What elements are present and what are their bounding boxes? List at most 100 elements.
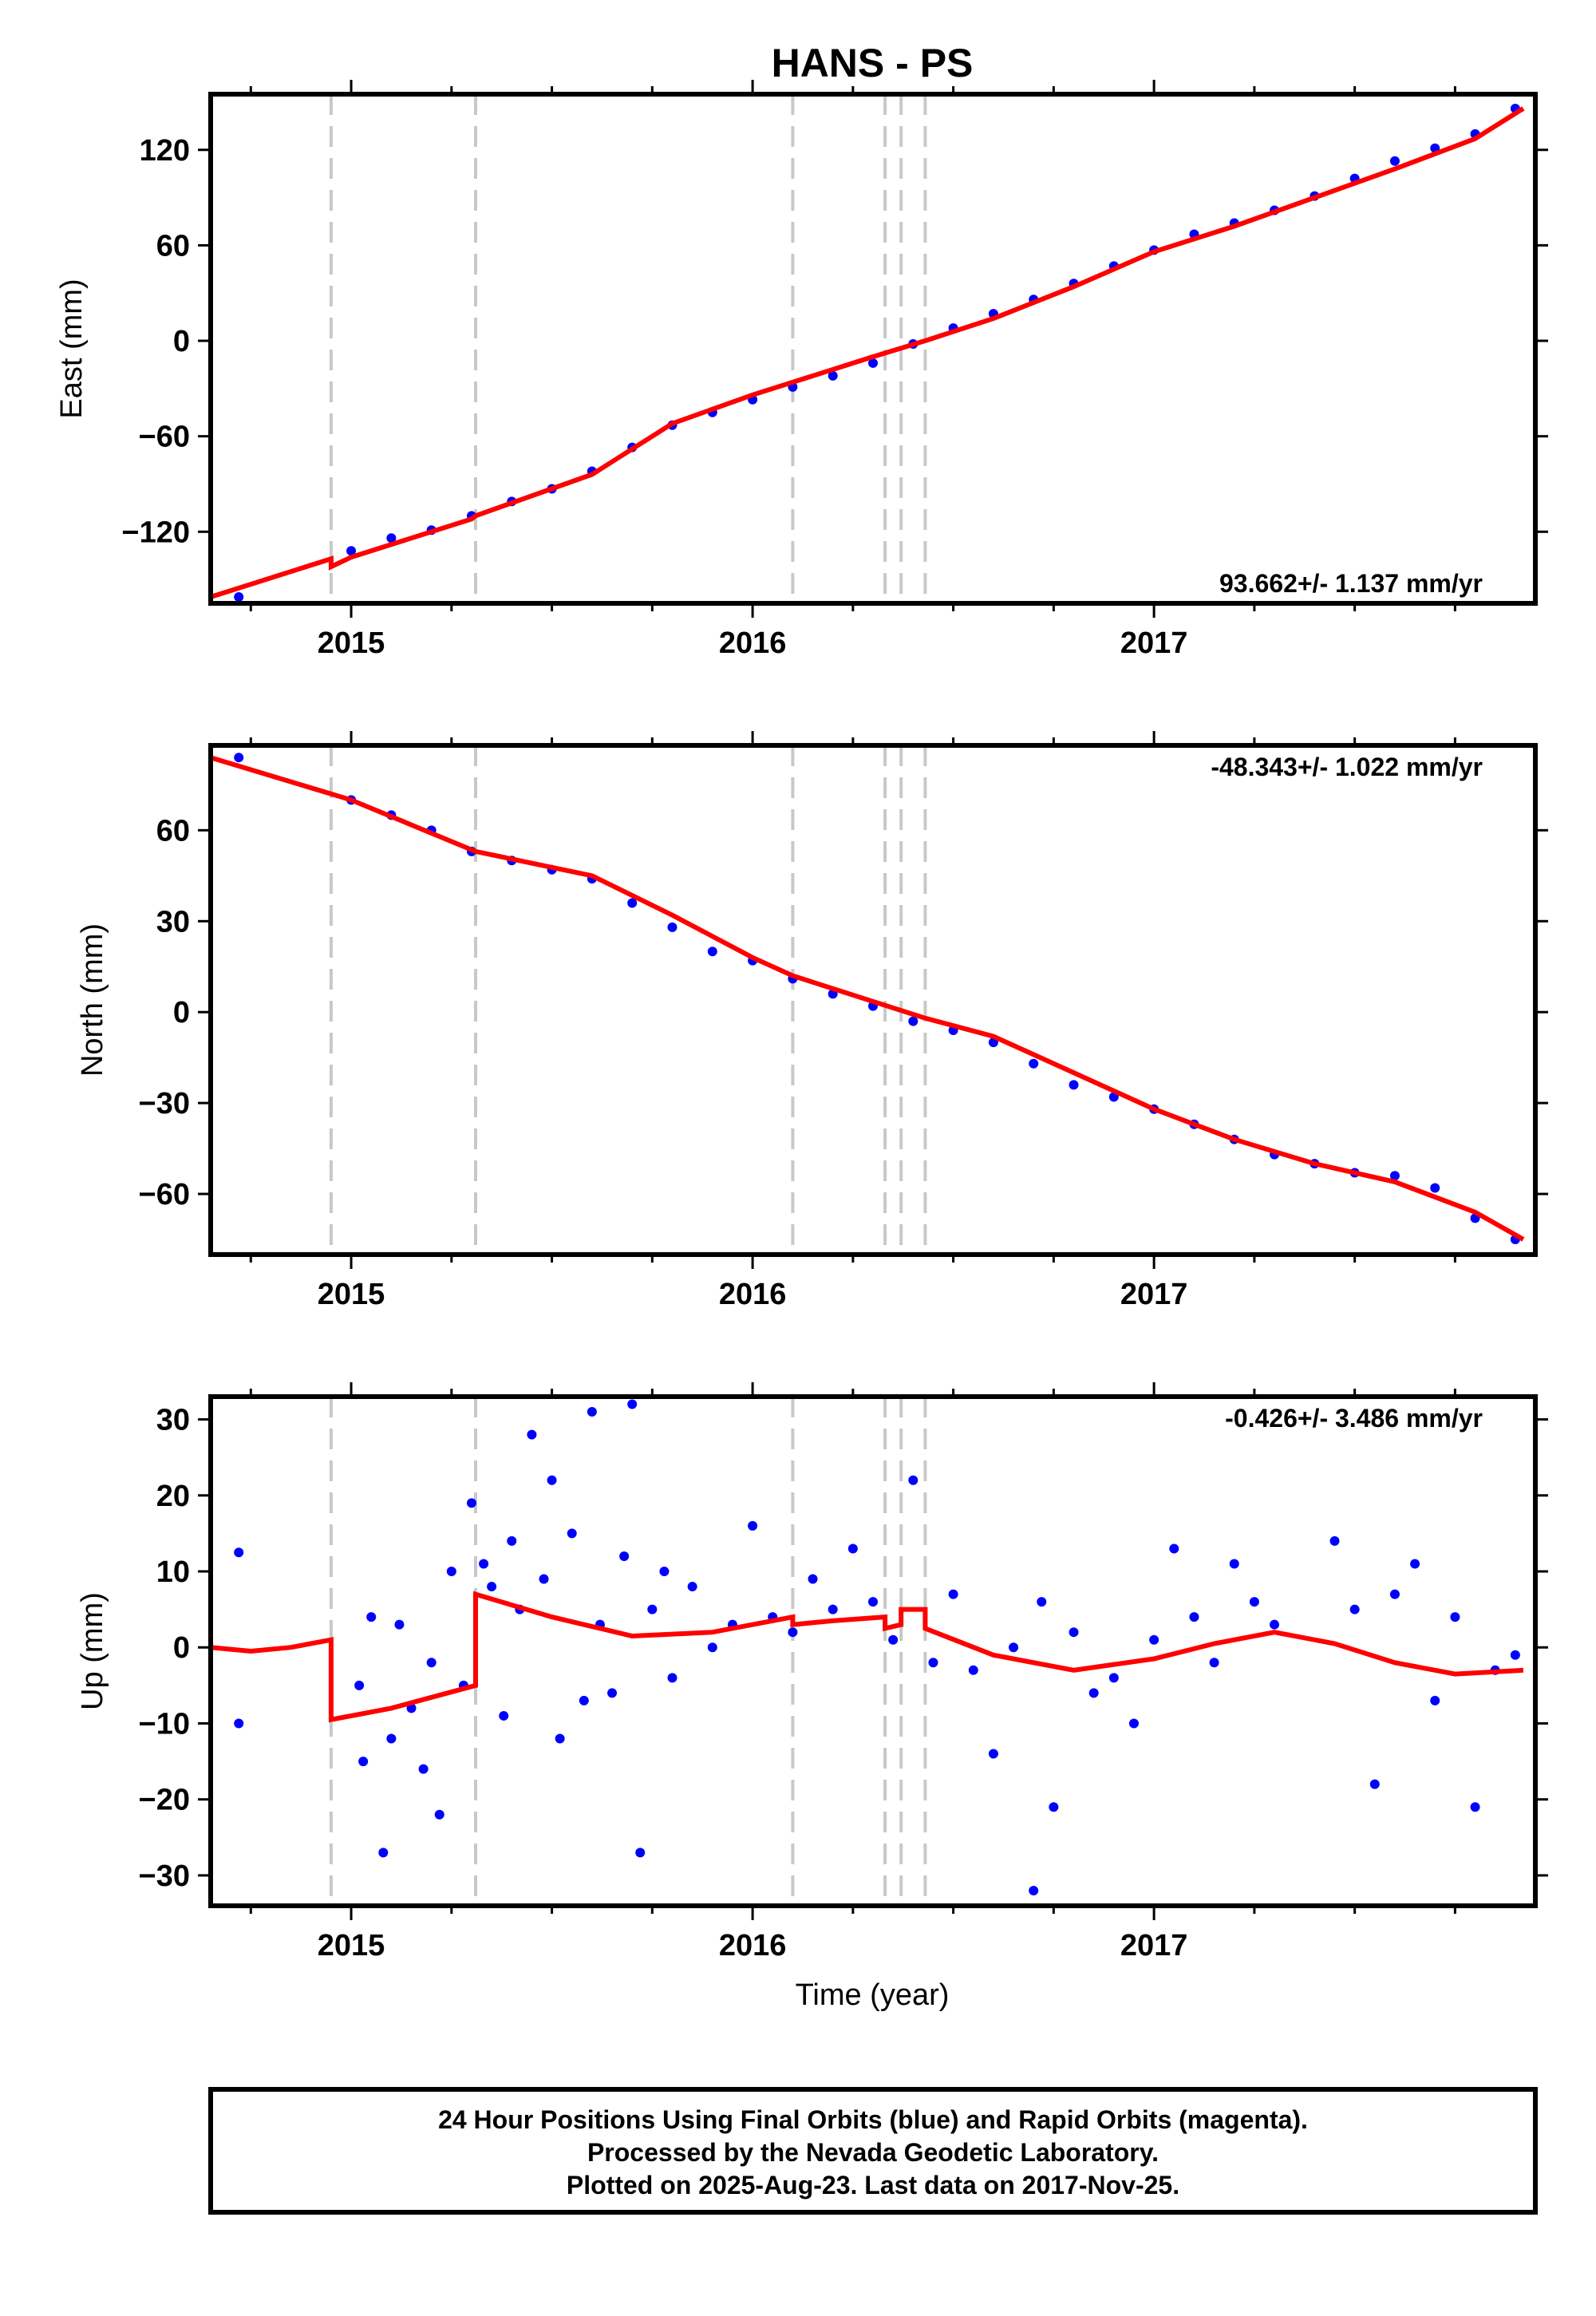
y-axis-label: Up (mm) [76,1592,109,1710]
y-tick-label: −10 [139,1707,190,1741]
data-point [647,1604,658,1614]
y-axis-label: East (mm) [55,279,89,418]
data-point [1329,1535,1340,1546]
footer-frame [208,2087,1538,2215]
data-point [1189,1612,1199,1622]
data-point [358,1757,369,1767]
data-point [547,1475,557,1485]
model-line [211,106,1525,599]
x-tick-label: 2016 [719,626,787,660]
data-point [446,1567,456,1577]
data-point [434,1809,444,1820]
data-point [1029,1058,1039,1069]
velocity-label: 93.662+/- 1.137 mm/yr [1219,569,1483,598]
data-point [394,1619,405,1630]
data-point [1169,1543,1179,1554]
data-point [1029,1885,1039,1895]
data-point [828,370,838,381]
data-points [234,103,1520,603]
data-point [579,1695,589,1705]
data-point [1270,1619,1280,1630]
data-point [479,1559,489,1569]
panel-frame [208,1394,1538,1908]
data-point [1108,1673,1119,1683]
data-point [667,922,678,932]
data-point [619,1551,630,1561]
x-tick-label: 2016 [719,1929,787,1962]
data-point [426,1658,437,1668]
x-tick-label: 2015 [318,1929,385,1962]
y-tick-label: −20 [139,1784,190,1817]
data-point [234,1718,244,1729]
data-point [868,1597,878,1607]
data-point [659,1567,670,1577]
data-point [968,1665,978,1675]
data-point [1209,1658,1219,1668]
data-point [707,1642,717,1653]
data-point [567,1528,577,1539]
data-point [627,898,638,908]
up-panel: −30 −20 −10 0 10 20 30 2015 2016 2017 Up (mm) -0.42… [76,1382,1548,1962]
data-point [366,1612,377,1622]
data-point [1389,1171,1400,1181]
data-point [687,1582,697,1592]
y-tick-label: 0 [173,996,190,1030]
data-point [555,1733,565,1744]
data-point [847,1543,858,1554]
x-axis-label: Time (year) [796,1978,950,2012]
data-point [1069,1080,1079,1090]
data-point [1249,1597,1259,1607]
y-tick-label: 60 [156,814,190,848]
data-point [1229,1559,1239,1569]
east-panel: −120 −60 0 60 120 2015 2016 2017 East (mm) 93.662… [55,80,1548,660]
data-point [1128,1718,1139,1729]
data-point [788,1627,798,1638]
data-point [386,1733,397,1744]
y-tick-label: 120 [140,134,190,168]
model-line [211,755,1525,1242]
data-point [1069,1627,1079,1638]
data-point [1430,1695,1440,1705]
data-point [1369,1779,1380,1789]
data-point [487,1582,497,1592]
data-point [928,1658,938,1668]
data-point [1450,1612,1460,1622]
data-points [234,753,1520,1245]
data-point [1389,156,1400,166]
y-tick-label: −60 [139,1178,190,1211]
data-point [707,947,717,957]
y-tick-label: −30 [139,1087,190,1120]
data-point [234,753,244,763]
data-point [507,1535,517,1546]
data-point [868,358,878,368]
data-point [1389,1589,1400,1599]
x-tick-label: 2015 [318,626,385,660]
data-point [1088,1688,1099,1698]
y-tick-label: 20 [156,1480,190,1513]
footer-line-2: Processed by the Nevada Geodetic Laborat… [587,2138,1159,2167]
data-point [386,533,397,543]
footer-line-1: 24 Hour Positions Using Final Orbits (bl… [438,2105,1308,2134]
model-line [211,1591,1524,1723]
data-point [667,1673,678,1683]
data-point [1149,1634,1159,1645]
panel-frame [208,743,1538,1257]
panel-frame [208,92,1538,606]
data-points [234,1399,1520,1895]
x-tick-label: 2017 [1120,1929,1188,1962]
data-point [1349,1604,1360,1614]
data-point [908,1475,918,1485]
y-tick-label: 60 [156,229,190,263]
data-point [607,1688,618,1698]
data-point [527,1429,537,1440]
y-tick-label: 30 [156,905,190,939]
data-point [354,1680,365,1690]
data-point [378,1848,389,1858]
north-panel: −60 −30 0 30 60 2015 2016 2017 North (mm) -48.343… [76,731,1548,1311]
y-tick-label: 10 [156,1555,190,1589]
data-point [828,1604,838,1614]
y-tick-label: 0 [173,325,190,358]
y-tick-label: −30 [139,1860,190,1893]
footer-box: 24 Hour Positions Using Final Orbits (bl… [208,2087,1538,2215]
